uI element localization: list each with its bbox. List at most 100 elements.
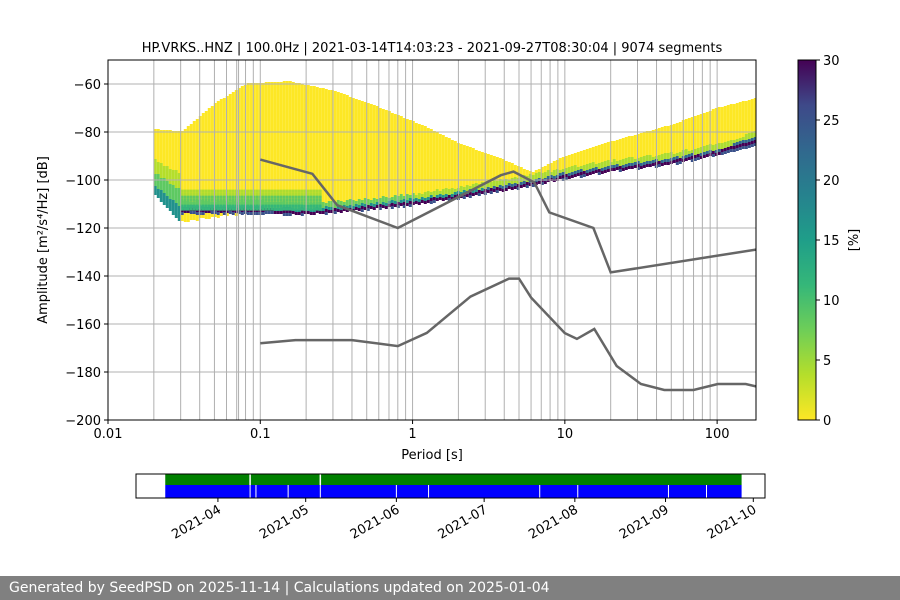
heatmap-cell [162, 160, 166, 163]
heatmap-cell [375, 193, 379, 196]
heatmap-cell [630, 145, 634, 148]
heatmap-cell [231, 125, 235, 128]
heatmap-cell [384, 191, 388, 194]
heatmap-cell [321, 196, 325, 199]
heatmap-cell [405, 134, 409, 137]
heatmap-cell [261, 86, 265, 89]
heatmap-cell [405, 200, 409, 203]
heatmap-cell [324, 95, 328, 98]
heatmap-cell [249, 164, 253, 167]
heatmap-cell [675, 129, 679, 132]
heatmap-cell [339, 195, 343, 198]
heatmap-cell [687, 145, 691, 148]
heatmap-cell [240, 176, 244, 179]
heatmap-cell [267, 124, 271, 127]
heatmap-cell [348, 142, 352, 145]
heatmap-cell [450, 149, 454, 152]
heatmap-cell [267, 207, 271, 211]
heatmap-cell [360, 128, 364, 131]
heatmap-cell [621, 141, 625, 144]
heatmap-cell [474, 189, 478, 192]
heatmap-cell [189, 169, 193, 172]
heatmap-cell [207, 177, 211, 180]
heatmap-cell [297, 161, 301, 164]
heatmap-cell [324, 122, 328, 125]
heatmap-cell [300, 102, 304, 105]
heatmap-cell [393, 132, 397, 135]
heatmap-cell [369, 176, 373, 179]
heatmap-cell [318, 94, 322, 97]
heatmap-cell [327, 150, 331, 153]
heatmap-cell [444, 185, 448, 188]
heatmap-cell [684, 158, 688, 161]
heatmap-cell [300, 99, 304, 102]
heatmap-cell [171, 191, 175, 194]
heatmap-cell [219, 174, 223, 177]
heatmap-cell [363, 159, 367, 162]
heatmap-cell [324, 170, 328, 173]
heatmap-cell [318, 133, 322, 136]
heatmap-cell [183, 150, 187, 153]
heatmap-cell [699, 126, 703, 129]
heatmap-cell [210, 139, 214, 142]
heatmap-cell [447, 138, 451, 141]
heatmap-cell [186, 201, 190, 205]
heatmap-cell [273, 127, 277, 130]
heatmap-cell [717, 113, 721, 116]
heatmap-cell [249, 110, 253, 113]
heatmap-cell [573, 174, 577, 177]
heatmap-cell [441, 183, 445, 186]
heatmap-cell [228, 106, 232, 109]
heatmap-cell [315, 99, 319, 102]
heatmap-cell [564, 177, 568, 180]
heatmap-cell [450, 155, 454, 158]
heatmap-cell [363, 165, 367, 168]
heatmap-cell [312, 89, 316, 92]
heatmap-cell [552, 164, 556, 167]
heatmap-cell [480, 191, 484, 194]
heatmap-cell [267, 184, 271, 187]
heatmap-cell [327, 168, 331, 171]
heatmap-cell [372, 201, 376, 204]
heatmap-cell [309, 188, 313, 191]
heatmap-cell [171, 188, 175, 191]
heatmap-cell [363, 207, 367, 210]
heatmap-cell [384, 128, 388, 131]
heatmap-cell [735, 145, 739, 148]
heatmap-cell [570, 175, 574, 178]
heatmap-cell [426, 155, 430, 158]
heatmap-cell [261, 164, 265, 167]
heatmap-cell [378, 183, 382, 186]
heatmap-cell [273, 85, 277, 88]
heatmap-cell [330, 90, 334, 93]
heatmap-cell [441, 198, 445, 201]
heatmap-cell [417, 166, 421, 169]
heatmap-cell [642, 138, 646, 141]
heatmap-cell [219, 192, 223, 196]
heatmap-cell [675, 156, 679, 159]
heatmap-cell [372, 117, 376, 120]
heatmap-cell [525, 170, 529, 173]
heatmap-cell [363, 192, 367, 195]
heatmap-cell [186, 147, 190, 150]
heatmap-cell [330, 201, 334, 204]
heatmap-cell [273, 151, 277, 154]
heatmap-cell [273, 195, 277, 199]
heatmap-cell [291, 207, 295, 211]
heatmap-cell [276, 127, 280, 130]
heatmap-cell [285, 201, 289, 205]
heatmap-cell [195, 155, 199, 158]
heatmap-cell [240, 188, 244, 191]
heatmap-cell [204, 138, 208, 141]
heatmap-cell [735, 136, 739, 139]
heatmap-cell [174, 152, 178, 155]
heatmap-cell [216, 182, 220, 185]
heatmap-cell [363, 132, 367, 135]
heatmap-cell [261, 161, 265, 164]
heatmap-cell [240, 155, 244, 158]
heatmap-cell [615, 155, 619, 158]
heatmap-cell [195, 125, 199, 128]
heatmap-cell [360, 113, 364, 116]
heatmap-cell [333, 211, 337, 214]
heatmap-cell [279, 94, 283, 97]
